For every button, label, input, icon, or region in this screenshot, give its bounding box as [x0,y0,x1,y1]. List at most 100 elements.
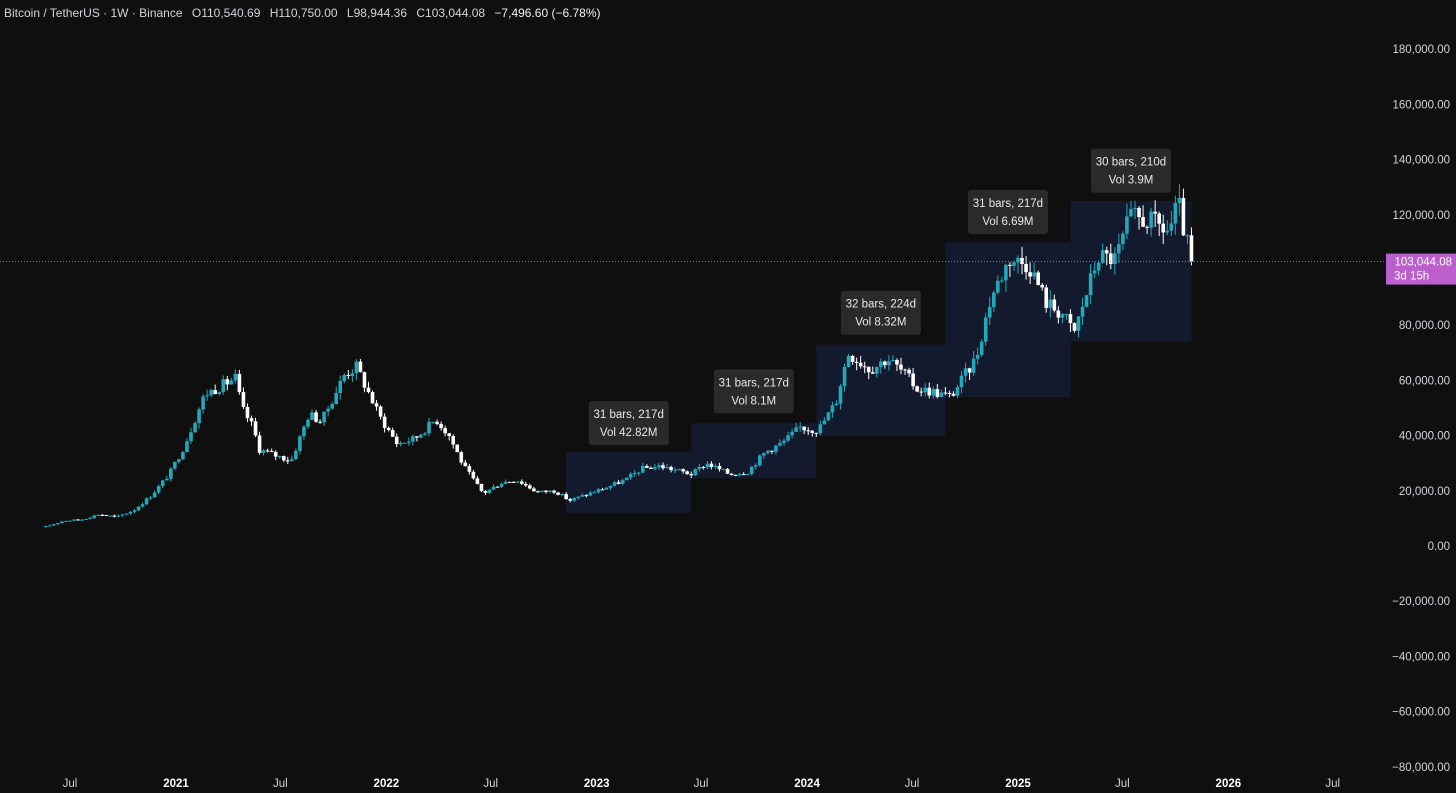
candle-body [899,364,903,370]
candle-body [657,465,661,467]
candle-body [766,450,770,453]
x-tick-label: Jul [1115,778,1130,790]
tooltip-bars-text: 31 bars, 217d [719,377,789,389]
candle-body [80,519,84,521]
candle-body [439,423,443,429]
candle-body [645,466,649,468]
candle-body [217,392,222,395]
symbol-title[interactable]: Bitcoin / TetherUS · 1W · Binance [4,6,183,20]
candle-body [608,485,613,488]
measurement-box[interactable] [566,452,692,513]
candlestick-series [43,184,1194,528]
candle-body [1072,323,1077,331]
candle-body [423,433,427,435]
candle-body [88,517,92,519]
candle-body [43,526,48,528]
close-value: 103,044.08 [425,6,486,20]
candle-body [697,466,702,470]
candle-body [68,520,72,522]
candle-body [173,461,177,469]
candle-body [560,494,564,496]
candle-body [794,427,798,432]
candle-body [907,369,911,374]
x-axis[interactable]: Jul 2021 Jul 2022 Jul 2023 Jul 2024 Jul 2025 Jul 20… [63,778,1340,790]
candle-body [1088,273,1093,296]
measurement-tooltip: 32 bars, 224d Vol 8.32M [840,290,921,335]
y-tick-label: 0.00 [1428,541,1450,553]
candle-body [443,428,447,434]
candle-body [112,515,117,517]
tooltip-volume-text: Vol 42.82M [600,427,658,439]
candle-body [568,499,573,501]
candle-body [374,403,379,407]
candle-body [322,411,326,423]
candle-body [237,373,242,393]
candle-body [471,471,476,479]
candle-body [737,474,742,476]
candle-body [144,498,149,505]
measurement-tooltip: 30 bars, 210d Vol 3.9M [1090,148,1171,193]
candle-body [1108,253,1113,265]
candle-body [1052,299,1057,311]
candle-body [1165,230,1170,233]
candle-body [729,473,734,475]
candle-body [205,395,209,397]
candle-body [842,366,847,387]
candle-body [669,467,673,471]
tooltip-volume-text: Vol 3.9M [1109,175,1154,187]
candle-body [604,487,609,490]
candle-body [834,403,839,406]
candle-body [386,427,391,431]
candle-body [1125,216,1129,234]
open-label: O [191,6,202,20]
candle-body [455,444,460,453]
y-tick-label: 80,000.00 [1399,320,1450,332]
y-tick-label: −20,000.00 [1392,596,1450,608]
candle-body [245,406,250,419]
close-label: C [416,6,426,20]
candle-body [1044,287,1049,308]
candle-body [782,440,786,443]
measurement-box[interactable] [1070,201,1192,342]
candle-body [140,504,145,507]
candle-body [951,393,956,396]
candle-body [415,436,419,438]
candle-body [463,462,468,467]
candle-body [483,490,488,493]
candle-body [943,392,948,394]
candle-body [132,510,137,512]
candle-body [314,412,318,422]
y-tick-label: 160,000.00 [1392,99,1450,111]
candle-body [624,477,629,481]
candle-body [64,520,68,522]
tooltip-volume-text: Vol 8.32M [855,317,906,329]
y-axis[interactable]: 180,000.00 160,000.00 140,000.00 120,000.00… [1392,44,1450,774]
candle-body [947,392,952,394]
candle-body [427,421,431,434]
candle-body [1016,257,1020,263]
candle-body [419,434,423,438]
candle-body [72,519,76,521]
candle-body [76,519,80,521]
candle-body [100,514,105,516]
candle-body [628,473,633,478]
candle-body [826,412,831,421]
measurement-box[interactable] [691,423,817,479]
candle-body [257,435,262,453]
candle-body [915,386,919,392]
candle-body [225,379,230,385]
candle-body [806,430,811,432]
candle-body [798,426,802,428]
candle-body [116,515,121,517]
candle-body [911,373,915,387]
candle-body [758,455,762,466]
candle-body [862,366,867,368]
tooltip-bars-text: 31 bars, 217d [973,198,1043,210]
candle-body [1076,316,1081,331]
candle-body [511,481,516,483]
candle-body [1024,263,1028,273]
candle-body [209,389,213,396]
candle-body [1092,270,1097,274]
candle-body [939,392,944,397]
